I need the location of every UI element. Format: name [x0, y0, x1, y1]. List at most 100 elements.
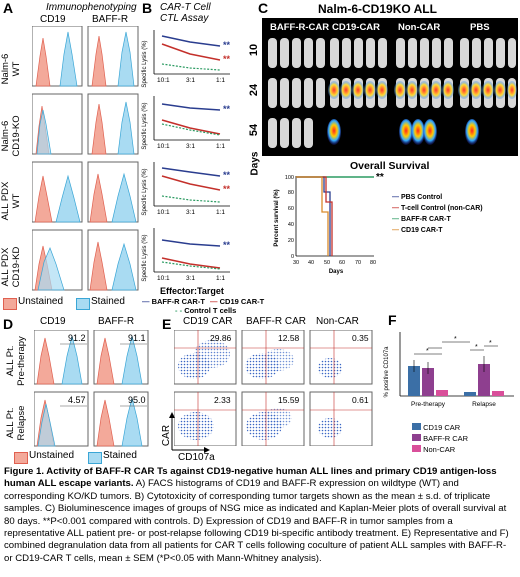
- svg-text:100: 100: [285, 175, 294, 181]
- e-top-val-2: 12.58: [278, 333, 300, 343]
- d-row1-line2: Pre-therapy: [16, 336, 27, 386]
- panel-a-col1: CD19: [40, 14, 66, 25]
- svg-text:Pre-therapy: Pre-therapy: [411, 401, 446, 408]
- svg-text:*: *: [426, 348, 429, 355]
- svg-text:80: 80: [288, 190, 294, 196]
- svg-text:40: 40: [308, 260, 314, 266]
- svg-text:Specific Lysis (%): Specific Lysis (%): [142, 168, 148, 215]
- e-bot-val-1: 2.33: [214, 395, 231, 405]
- panel-b-title2: CTL Assay: [160, 13, 209, 24]
- panel-d-letter: D: [3, 316, 14, 332]
- row1-line2: WT: [11, 61, 22, 77]
- legend-noncar-label: T-cell Control (non-CAR): [400, 205, 483, 212]
- panel-d-row1-label: ALL Pt. Pre-therapy: [5, 331, 27, 391]
- panel-a-title: Immunophenotyping: [46, 2, 137, 13]
- hist-a-r2-cd19: [32, 93, 83, 155]
- e-bot-val-3: 0.61: [352, 395, 369, 405]
- hist-a-r3-cd19: [32, 161, 83, 223]
- panel-a-legend-stained: Stained: [91, 296, 125, 307]
- panel-d-col2: BAFF-R: [98, 316, 135, 327]
- svg-text:1:1: 1:1: [216, 143, 225, 150]
- d-val-22: 95.0: [128, 395, 146, 405]
- ctl-plot-4: Specific Lysis (%) ** 10:1 3:1 1:1: [142, 228, 231, 282]
- panel-a-row4-label: ALL PDX CD19-KD: [0, 242, 22, 292]
- svg-text:**: **: [223, 104, 231, 114]
- svg-text:30: 30: [293, 260, 299, 266]
- panel-a-legend-unstained-swatch: [3, 298, 17, 310]
- svg-text:Specific Lysis (%): Specific Lysis (%): [142, 102, 148, 149]
- svg-text:1:1: 1:1: [216, 209, 225, 216]
- panel-a-histograms: [32, 26, 139, 291]
- e-top-val-3: 0.35: [352, 333, 369, 343]
- svg-text:80: 80: [370, 260, 376, 266]
- d-val-12: 91.1: [128, 333, 146, 343]
- svg-text:**: **: [223, 184, 231, 194]
- panel-d-legend-stained: Stained: [103, 450, 137, 461]
- panel-b-legend2: - - Control T cells: [175, 306, 237, 315]
- svg-text:60: 60: [288, 206, 294, 212]
- panel-b-xlabel: Effector:Target: [160, 286, 224, 296]
- svg-text:10:1: 10:1: [157, 77, 170, 84]
- svg-text:**: **: [223, 40, 231, 50]
- panel-d-col1: CD19: [40, 316, 66, 327]
- svg-text:40: 40: [288, 222, 294, 228]
- row2-line2: CD19-KO: [11, 115, 22, 157]
- panel-b-title1: CAR-T Cell: [160, 2, 211, 13]
- svg-text:10:1: 10:1: [157, 275, 170, 282]
- svg-text:3:1: 3:1: [186, 209, 195, 216]
- f-legend-cd19: CD19 CAR: [412, 422, 468, 433]
- panel-f-letter: F: [388, 312, 397, 328]
- bli-group-4: PBS: [470, 22, 490, 33]
- d-val-21: 4.57: [68, 395, 86, 405]
- svg-text:3:1: 3:1: [186, 77, 195, 84]
- d-row2-line2: Relapse: [16, 405, 27, 441]
- e-bot-val-2: 15.59: [278, 395, 300, 405]
- panel-d-legend-stained-swatch: [88, 452, 102, 464]
- svg-text:*: *: [475, 344, 478, 351]
- row4-line2: CD19-KD: [11, 246, 22, 288]
- panel-e-xlabel: CD107a: [178, 452, 215, 463]
- svg-text:**: **: [223, 54, 231, 64]
- hist-a-r2-baffr: [87, 93, 139, 155]
- panel-f-bars: % positive CD107a * * * * Pre-therapy Re…: [384, 332, 514, 408]
- panel-a-row1-label: Nalm-6 WT: [0, 44, 22, 94]
- ctl-plot-2: Specific Lysis (%) ** 10:1 3:1 1:1: [142, 96, 231, 150]
- bli-group-2: CD19-CAR: [332, 22, 381, 33]
- panel-e-col2: BAFF-R CAR: [246, 316, 306, 327]
- panel-e-axis-arrows: [169, 412, 210, 453]
- panel-e-letter: E: [162, 316, 172, 332]
- legend-cd19-cart: — CD19 CAR-T: [392, 227, 443, 234]
- panel-d-row2-label: ALL Pt. Relapse: [5, 393, 27, 453]
- svg-text:10:1: 10:1: [157, 143, 170, 150]
- bli-group-3: Non-CAR: [398, 22, 441, 33]
- panel-b-letter: B: [142, 0, 153, 16]
- bli-days-label: Days: [249, 151, 261, 176]
- svg-text:3:1: 3:1: [186, 275, 195, 282]
- panel-c-title: Nalm-6-CD19KO ALL: [318, 2, 437, 16]
- ctl-plot-3: Specific Lysis (%) ** ** 10:1 3:1 1:1: [142, 162, 231, 216]
- d-row2-line1: ALL Pt.: [5, 407, 16, 439]
- row2-line1: Nalm-6: [0, 120, 11, 152]
- legend-pbs: — PBS Control: [392, 194, 443, 201]
- panel-a-row2-label: Nalm-6 CD19-KO: [0, 111, 22, 161]
- legend-baffr: BAFF-R CAR-T: [151, 297, 205, 306]
- panel-c-letter: C: [258, 0, 269, 16]
- svg-text:50: 50: [324, 260, 330, 266]
- panel-d-histograms: [34, 330, 149, 447]
- panel-a-row3-label: ALL PDX WT: [0, 176, 22, 226]
- mice-row-day10: [268, 38, 516, 68]
- hist-a-r4-baffr: [87, 229, 139, 291]
- legend-control: Control T cells: [184, 306, 237, 315]
- row1-line1: Nalm-6: [0, 53, 11, 85]
- f-legend-noncar: Non-CAR: [412, 444, 468, 455]
- svg-text:3:1: 3:1: [186, 143, 195, 150]
- survival-plot: Percent survival (%) 0 20 40 60 80 100 30 40 50…: [274, 175, 376, 275]
- e-top-val-1: 29.86: [210, 333, 232, 343]
- row3-line2: WT: [11, 193, 22, 209]
- hist-a-r4-cd19: [32, 229, 83, 291]
- bli-group-1: BAFF-R-CAR: [270, 22, 330, 33]
- svg-text:Days: Days: [329, 269, 344, 275]
- svg-text:0: 0: [291, 254, 294, 260]
- panel-d-legend-unstained: Unstained: [29, 450, 75, 461]
- mice-row-day54: [268, 118, 479, 148]
